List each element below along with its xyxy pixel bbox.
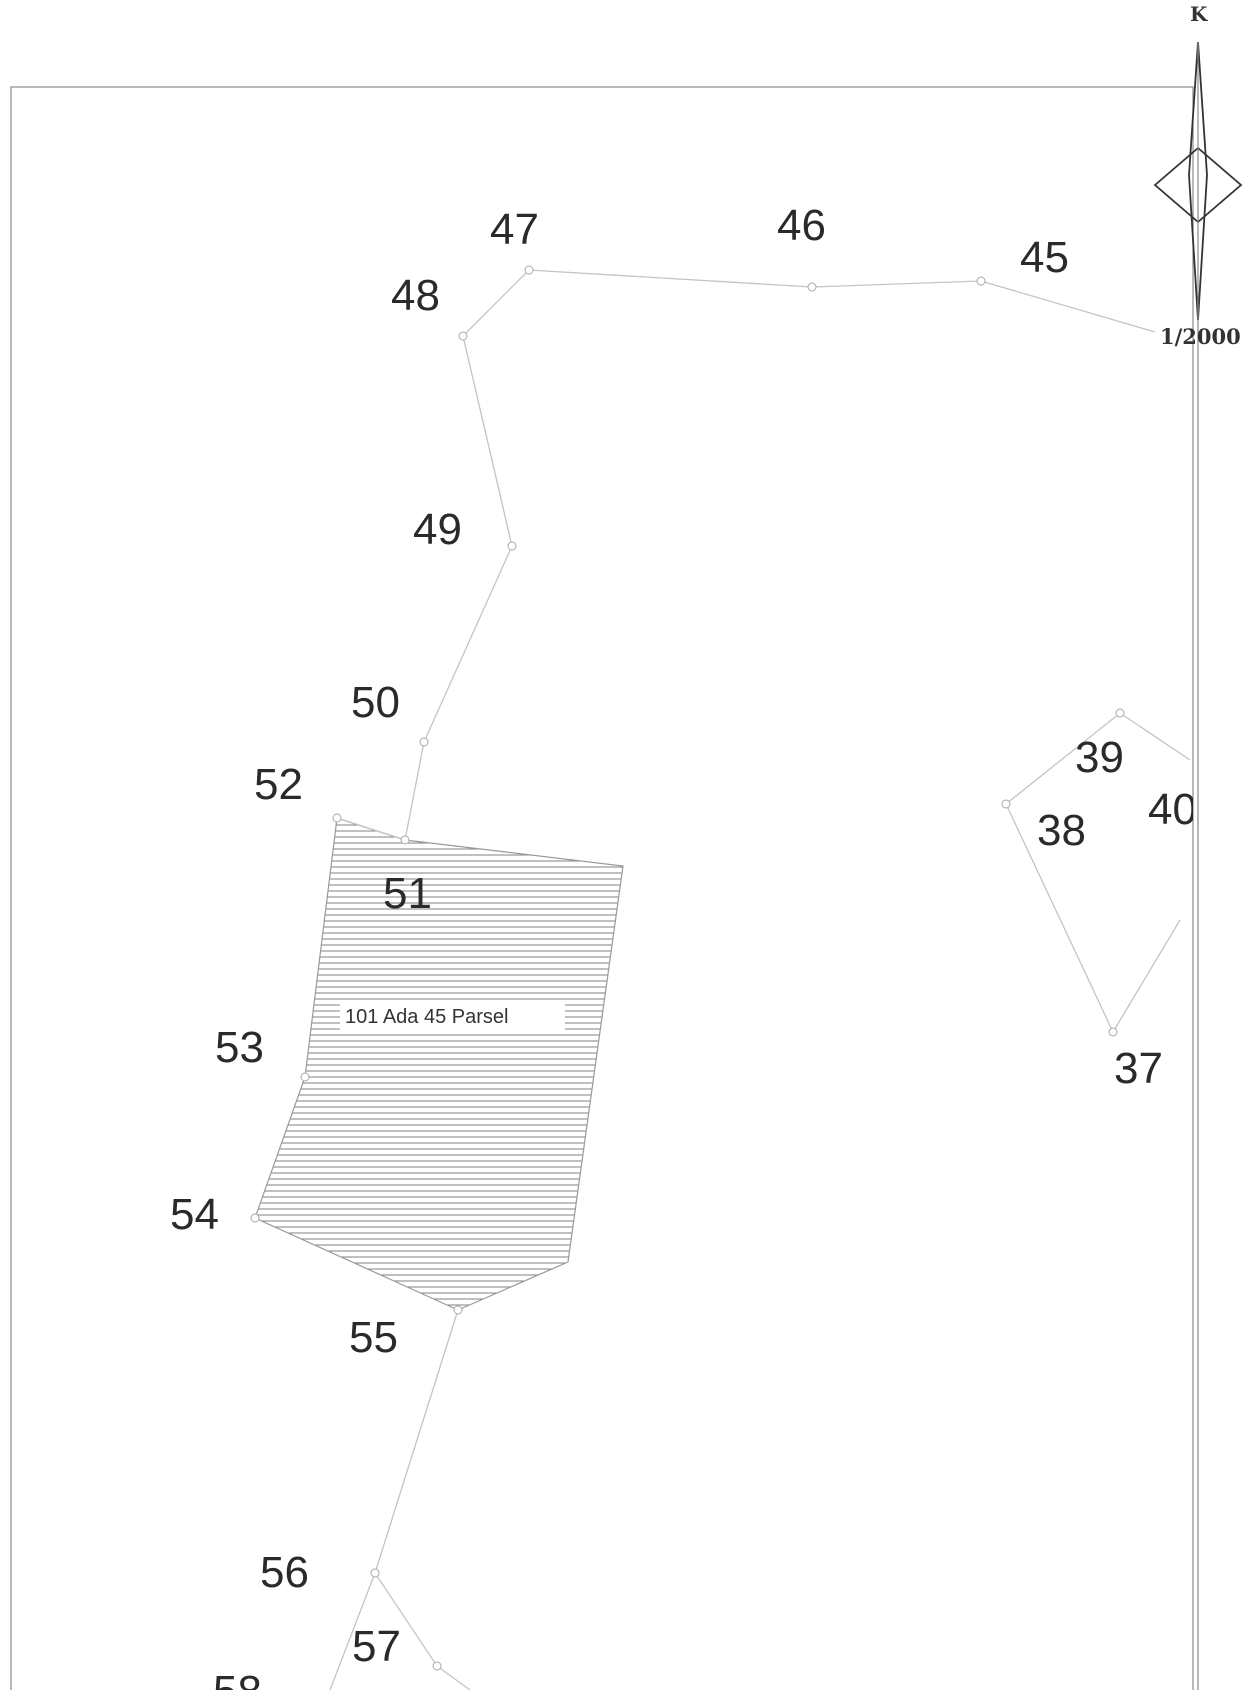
point-label-50: 50	[351, 678, 400, 727]
vertex-55	[453, 1305, 463, 1315]
point-label-49: 49	[413, 505, 462, 554]
point-label-38: 38	[1037, 806, 1086, 855]
point-label-54: 54	[170, 1190, 219, 1239]
map-frame	[10, 86, 1194, 1690]
vertex-51	[400, 835, 410, 845]
point-label-57: 57	[352, 1622, 401, 1671]
north-arrow-icon	[1153, 41, 1243, 1690]
north-label: K	[1190, 2, 1208, 26]
point-label-56: 56	[260, 1548, 309, 1597]
point-label-37: 37	[1114, 1044, 1163, 1093]
vertex-49	[507, 541, 517, 551]
point-label-48: 48	[391, 271, 440, 320]
vertex-47	[524, 265, 534, 275]
point-label-39: 39	[1075, 733, 1124, 782]
parcel-label-background	[340, 1000, 565, 1030]
parcel-101-45-area[interactable]	[254, 817, 624, 1311]
point-label-45: 45	[1020, 233, 1069, 282]
boundary-east	[1005, 712, 1191, 1033]
vertex-45	[976, 276, 986, 286]
boundary-south	[374, 1309, 471, 1690]
point-label-53: 53	[215, 1023, 264, 1072]
point-label-52: 52	[254, 760, 303, 809]
vertex-46	[807, 282, 817, 292]
point-label-40: 40	[1148, 785, 1197, 834]
vertex-52	[332, 813, 342, 823]
point-label-51: 51	[383, 869, 432, 918]
scale-label: 1/2000	[1160, 324, 1241, 349]
point-label-58: 58	[213, 1667, 262, 1690]
point-label-46: 46	[777, 201, 826, 250]
vertex-39	[1115, 708, 1125, 718]
point-label-55: 55	[349, 1313, 398, 1362]
vertex-50	[419, 737, 429, 747]
parcel-label[interactable]: 101 Ada 45 Parsel	[345, 1006, 508, 1028]
vertex-53	[300, 1072, 310, 1082]
vertex-56	[370, 1568, 380, 1578]
boundary-east-tail	[1112, 919, 1181, 1033]
vertex-37	[1108, 1027, 1118, 1037]
point-labels: 45 46 47 48 49 50 51 52 53 54 55 56 57 5…	[170, 201, 1197, 1690]
vertex-54	[250, 1213, 260, 1223]
point-label-47: 47	[490, 205, 539, 254]
vertex-markers	[250, 265, 1125, 1671]
vertex-57	[432, 1661, 442, 1671]
vertex-38	[1001, 799, 1011, 809]
boundary-west	[336, 335, 513, 841]
vertex-48	[458, 331, 468, 341]
boundary-south-west	[329, 1572, 376, 1690]
